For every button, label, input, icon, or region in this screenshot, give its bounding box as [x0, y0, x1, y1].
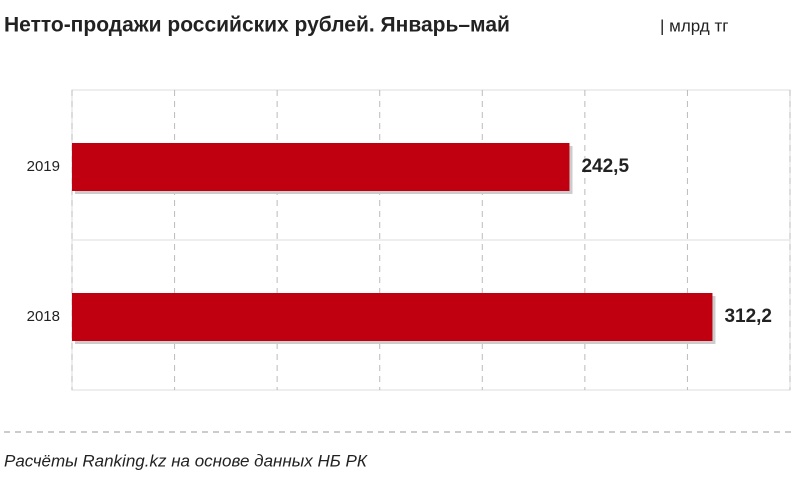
chart-subtitle: | млрд тг [660, 16, 728, 35]
bar [72, 143, 570, 191]
y-tick-label: 2018 [27, 308, 60, 325]
chart-title: Нетто-продажи российских рублей. Январь–… [4, 14, 510, 37]
source-note: Расчёты Ranking.kz на основе данных НБ Р… [4, 451, 368, 470]
y-tick-label: 2019 [27, 158, 60, 175]
value-label: 312,2 [724, 306, 772, 327]
value-label: 242,5 [581, 156, 629, 177]
bar [72, 293, 713, 341]
